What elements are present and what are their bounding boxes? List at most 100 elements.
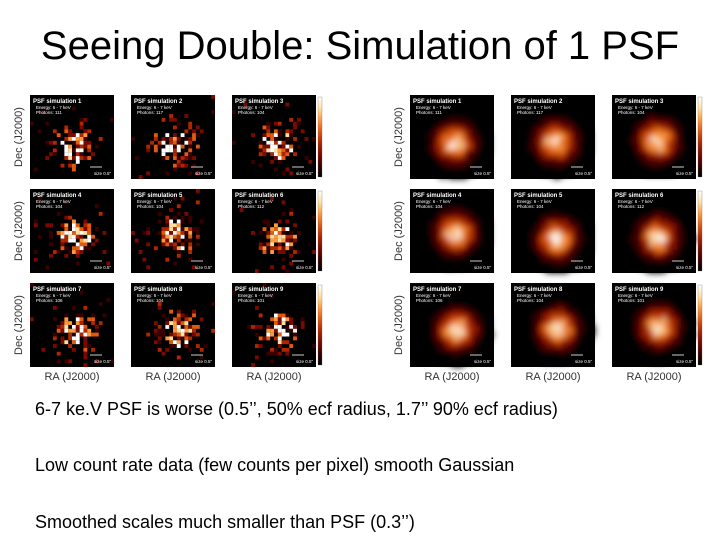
tile-size-label: size 0.5” xyxy=(195,359,213,364)
tile-energy: Energy: 6 - 7 keV xyxy=(618,293,653,298)
y-axis-label: Dec (J2000) xyxy=(393,201,405,261)
tile-size-label: size 0.5” xyxy=(474,359,492,364)
y-axis-label: Dec (J2000) xyxy=(393,107,405,167)
tile-title: PSF simulation 8 xyxy=(134,287,183,293)
psf-image xyxy=(417,106,491,180)
tile-size-label: size 0.5” xyxy=(94,265,112,270)
tile-energy: Energy: 6 - 7 keV xyxy=(517,293,552,298)
tile-photons: Photons: 117 xyxy=(517,110,544,115)
tile-photons: Photons: 104 xyxy=(238,110,265,115)
tile-energy: Energy: 6 - 7 keV xyxy=(416,105,451,110)
tile-energy: Energy: 6 - 7 keV xyxy=(137,199,172,204)
tile-energy: Energy: 6 - 7 keV xyxy=(238,293,273,298)
tile-title: PSF simulation 2 xyxy=(514,99,563,105)
bullet-smoothed-scales: Smoothed scales much smaller than PSF (0… xyxy=(35,512,415,532)
tile-title: PSF simulation 4 xyxy=(413,193,462,199)
tile-photons: Photons: 104 xyxy=(137,204,164,209)
tile-size-label: size 0.5” xyxy=(676,265,694,270)
y-axis-label: Dec (J2000) xyxy=(393,295,405,355)
psf-image xyxy=(232,95,317,180)
tile-energy: Energy: 6 - 7 keV xyxy=(618,199,653,204)
bullet-low-count-rate: Low count rate data (few counts per pixe… xyxy=(35,455,515,475)
psf-image xyxy=(30,283,115,368)
tile-energy: Energy: 6 - 7 keV xyxy=(416,293,451,298)
tile-energy: Energy: 6 - 7 keV xyxy=(137,105,172,110)
y-axis-label: Dec (J2000) xyxy=(13,201,25,261)
tile-size-label: size 0.5” xyxy=(676,359,694,364)
tile-energy: Energy: 6 - 7 keV xyxy=(36,293,71,298)
tile-size-label: size 0.5” xyxy=(474,171,492,176)
tile-size-label: size 0.5” xyxy=(575,171,593,176)
tile-title: PSF simulation 5 xyxy=(514,193,563,199)
y-axis-label: Dec (J2000) xyxy=(13,107,25,167)
x-axis-label: RA (J2000) xyxy=(145,371,200,383)
x-axis-label: RA (J2000) xyxy=(424,371,479,383)
psf-panel-smoothed: Dec (J2000) Dec (J2000) Dec (J2000) RA (J20… xyxy=(390,93,720,383)
tile-title: PSF simulation 7 xyxy=(413,287,462,293)
tile-photons: Photons: 112 xyxy=(238,204,265,209)
x-axis-label: RA (J2000) xyxy=(44,371,99,383)
tile-title: PSF simulation 3 xyxy=(235,99,284,105)
psf-image xyxy=(30,106,115,172)
tile-size-label: size 0.5” xyxy=(296,171,314,176)
psf-image xyxy=(518,106,592,180)
tile-photons: Photons: 106 xyxy=(36,298,63,303)
tile-size-label: size 0.5” xyxy=(296,359,314,364)
tile-photons: Photons: 111 xyxy=(36,110,62,115)
tile-energy: Energy: 6 - 7 keV xyxy=(517,105,552,110)
tile-photons: Photons: 104 xyxy=(517,298,544,303)
tile-title: PSF simulation 7 xyxy=(33,287,82,293)
x-axis-label: RA (J2000) xyxy=(626,371,681,383)
tile-photons: Photons: 104 xyxy=(618,110,645,115)
tile-title: PSF simulation 9 xyxy=(615,287,664,293)
tile-size-label: size 0.5” xyxy=(474,265,492,270)
tile-size-label: size 0.5” xyxy=(94,359,112,364)
psf-image xyxy=(619,106,693,176)
tile-title: PSF simulation 1 xyxy=(33,99,82,105)
tile-energy: Energy: 6 - 7 keV xyxy=(618,105,653,110)
psf-image xyxy=(239,192,317,274)
tile-title: PSF simulation 2 xyxy=(134,99,183,105)
tile-photons: Photons: 112 xyxy=(618,204,645,209)
tile-energy: Energy: 6 - 7 keV xyxy=(238,105,273,110)
psf-image xyxy=(33,196,111,270)
tile-energy: Energy: 6 - 7 keV xyxy=(416,199,451,204)
psf-image xyxy=(421,196,491,270)
psf-grid-svg: Dec (J2000) Dec (J2000) Dec (J2000) RA (J20… xyxy=(393,95,703,383)
tile-energy: Energy: 6 - 7 keV xyxy=(137,293,172,298)
psf-image xyxy=(623,290,697,364)
tile-size-label: size 0.5” xyxy=(195,171,213,176)
tile-photons: Photons: 104 xyxy=(517,204,544,209)
tile-title: PSF simulation 4 xyxy=(33,193,82,199)
tile-photons: Photons: 104 xyxy=(36,204,63,209)
tile-title: PSF simulation 3 xyxy=(615,99,664,105)
psf-image xyxy=(522,204,592,274)
psf-image xyxy=(131,189,204,270)
tile-title: PSF simulation 1 xyxy=(413,99,462,105)
tile-size-label: size 0.5” xyxy=(296,265,314,270)
tile-energy: Energy: 6 - 7 keV xyxy=(517,199,552,204)
psf-panel-raw: Dec (J2000) Dec (J2000) Dec (J2000) RA (J20… xyxy=(10,93,340,383)
tile-title: PSF simulation 9 xyxy=(235,287,284,293)
psf-image xyxy=(623,200,697,274)
psf-image xyxy=(522,294,596,364)
psf-image xyxy=(421,294,495,368)
tile-photons: Photons: 111 xyxy=(416,110,442,115)
tile-title: PSF simulation 6 xyxy=(235,193,284,199)
psf-image xyxy=(232,283,317,368)
psf-image xyxy=(131,95,216,180)
tile-energy: Energy: 6 - 7 keV xyxy=(36,199,71,204)
tile-size-label: size 0.5” xyxy=(676,171,694,176)
